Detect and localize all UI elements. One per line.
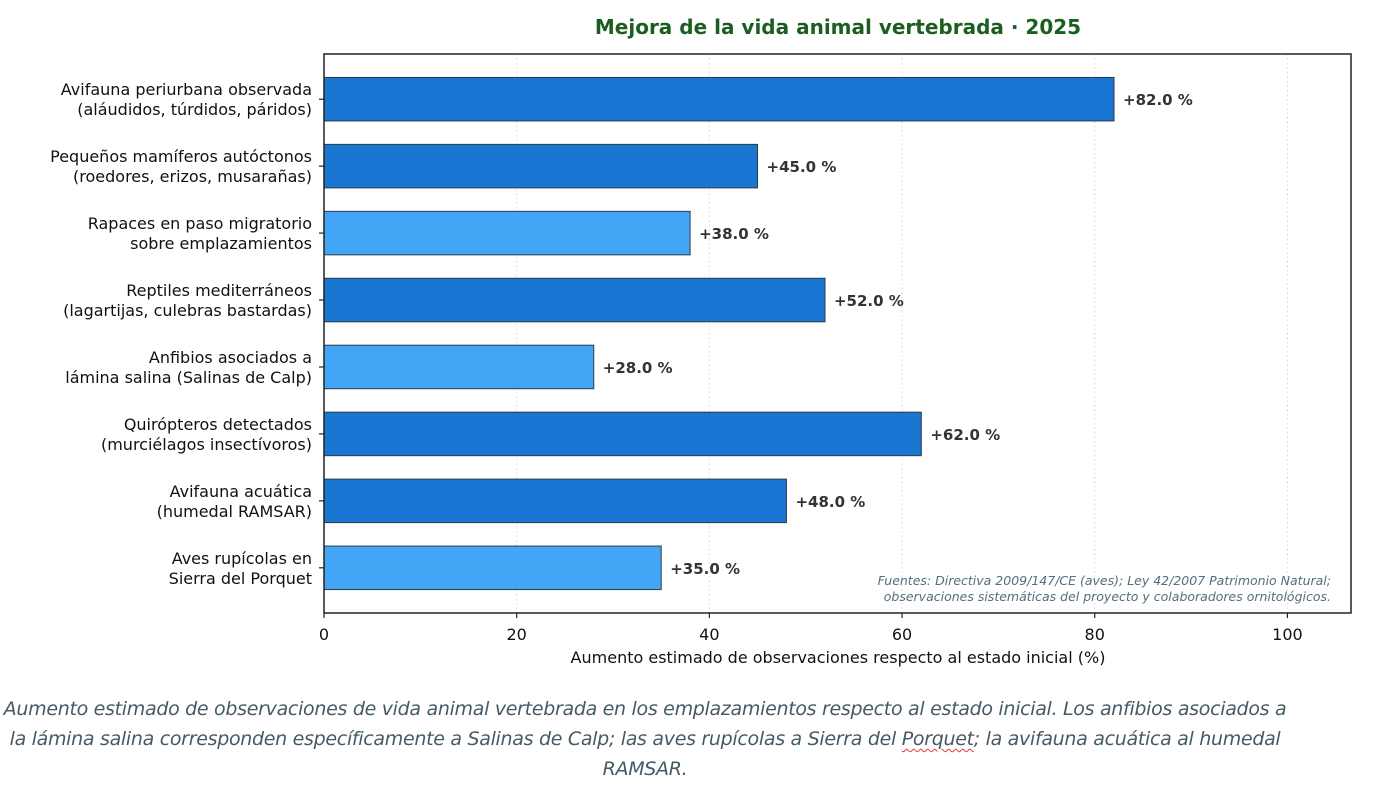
value-label: +35.0 % <box>670 560 740 578</box>
caption-text-start: Aumento estimado de observaciones de vid… <box>3 698 1287 750</box>
caption-flagged-word[interactable]: Porquet <box>901 728 974 750</box>
x-axis-label: Aumento estimado de observaciones respec… <box>571 648 1106 667</box>
x-tick-label: 100 <box>1272 625 1303 644</box>
bar <box>323 344 595 390</box>
caption-text-end: ; la avifauna acuática al humedal RAMSAR… <box>602 728 1281 780</box>
category-label-line: Pequeños mamíferos autóctonos <box>50 147 312 166</box>
figure-caption: Aumento estimado de observaciones de vid… <box>0 694 1290 784</box>
value-label: +28.0 % <box>603 359 673 377</box>
category-label: Aves rupícolas en Sierra del Porquet <box>169 549 312 588</box>
category-label: Pequeños mamíferos autóctonos (roedores, … <box>50 147 312 186</box>
category-label-line: Rapaces en paso migratorio <box>88 214 312 233</box>
x-tick-label: 20 <box>507 625 527 644</box>
category-label-line: (murciélagos insectívoros) <box>101 435 312 454</box>
category-label: Rapaces en paso migratorio sobre emplazam… <box>88 214 312 253</box>
category-label-line: Reptiles mediterráneos <box>126 281 312 300</box>
category-label: Avifauna periurbana observada (aláudidos,… <box>61 80 312 119</box>
category-label: Avifauna acuática (humedal RAMSAR) <box>157 482 312 521</box>
plot-frame <box>323 53 1352 614</box>
value-label: +38.0 % <box>699 225 769 243</box>
bar <box>323 545 662 591</box>
source-note: Fuentes: Directiva 2009/147/CE (aves); L… <box>878 573 1331 604</box>
bar <box>323 76 1115 122</box>
value-labels: +82.0 % +45.0 % +38.0 % +52.0 % +28.0 % +62.0… <box>603 91 1193 578</box>
category-label-line: (roedores, erizos, musarañas) <box>73 167 312 186</box>
value-label: +52.0 % <box>834 292 904 310</box>
category-label: Reptiles mediterráneos (lagartijas, culeb… <box>63 281 312 320</box>
bar <box>323 411 922 457</box>
x-tick-label: 0 <box>319 625 329 644</box>
value-label: +48.0 % <box>795 493 865 511</box>
bar <box>323 210 691 256</box>
bars <box>323 76 1115 591</box>
category-label: Anfibios asociados a lámina salina (Salin… <box>65 348 312 387</box>
chart-title: Mejora de la vida animal vertebrada · 20… <box>595 15 1081 39</box>
category-label-line: sobre emplazamientos <box>130 234 312 253</box>
bar-chart: Mejora de la vida animal vertebrada · 20… <box>50 15 1352 667</box>
category-label-line: Sierra del Porquet <box>169 569 312 588</box>
bar <box>323 478 787 524</box>
category-label-line: Avifauna periurbana observada <box>61 80 312 99</box>
category-label-line: (aláudidos, túrdidos, páridos) <box>77 100 312 119</box>
category-labels: Avifauna periurbana observada (aláudidos,… <box>50 80 324 588</box>
value-label: +62.0 % <box>930 426 1000 444</box>
source-note-line: observaciones sistemáticas del proyecto … <box>884 589 1331 604</box>
category-label-line: Avifauna acuática <box>170 482 312 501</box>
category-label-line: Aves rupícolas en <box>172 549 312 568</box>
x-tick-label: 40 <box>699 625 719 644</box>
category-label-line: Quirópteros detectados <box>124 415 312 434</box>
category-label-line: (humedal RAMSAR) <box>157 502 312 521</box>
category-label-line: (lagartijas, culebras bastardas) <box>63 301 312 320</box>
category-label-line: Anfibios asociados a <box>149 348 312 367</box>
category-label: Quirópteros detectados (murciélagos insec… <box>101 415 312 454</box>
bar <box>323 143 759 189</box>
x-tick-label: 80 <box>1085 625 1105 644</box>
x-axis-ticks: 0 20 40 60 80 100 <box>319 613 1303 644</box>
x-tick-label: 60 <box>892 625 912 644</box>
value-label: +82.0 % <box>1123 91 1193 109</box>
source-note-line: Fuentes: Directiva 2009/147/CE (aves); L… <box>878 573 1331 588</box>
gridlines <box>323 54 1288 613</box>
category-label-line: lámina salina (Salinas de Calp) <box>65 368 312 387</box>
value-label: +45.0 % <box>767 158 837 176</box>
bar <box>323 277 826 323</box>
